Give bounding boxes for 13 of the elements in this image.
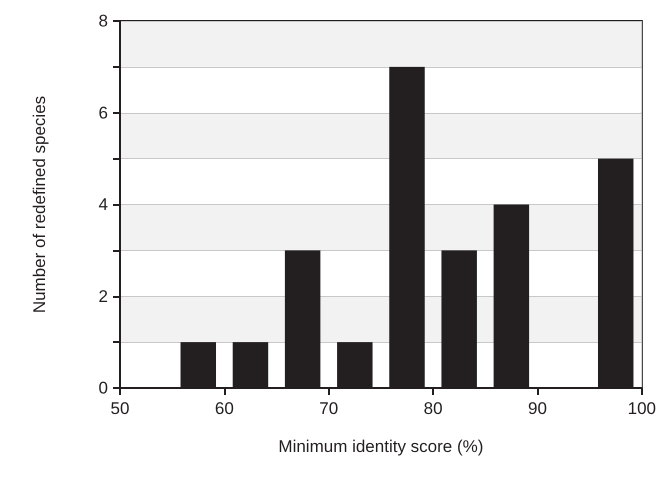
y-tick-label: 0 <box>98 378 108 398</box>
y-tick-label: 4 <box>98 195 108 214</box>
x-tick-label: 60 <box>214 399 234 418</box>
x-tick-label: 80 <box>424 399 443 418</box>
x-tick-label: 50 <box>110 399 130 418</box>
y-axis-title: Number of redefined species <box>30 96 49 314</box>
y-tick-label: 6 <box>98 103 108 122</box>
y-tick-label: 8 <box>98 12 108 30</box>
x-tick-label: 70 <box>319 399 338 418</box>
x-tick-label: 100 <box>628 399 656 418</box>
y-tick-label: 2 <box>98 286 108 306</box>
x-axis-title: Minimum identity score (%) <box>278 437 484 456</box>
x-tick-label: 90 <box>528 399 547 418</box>
